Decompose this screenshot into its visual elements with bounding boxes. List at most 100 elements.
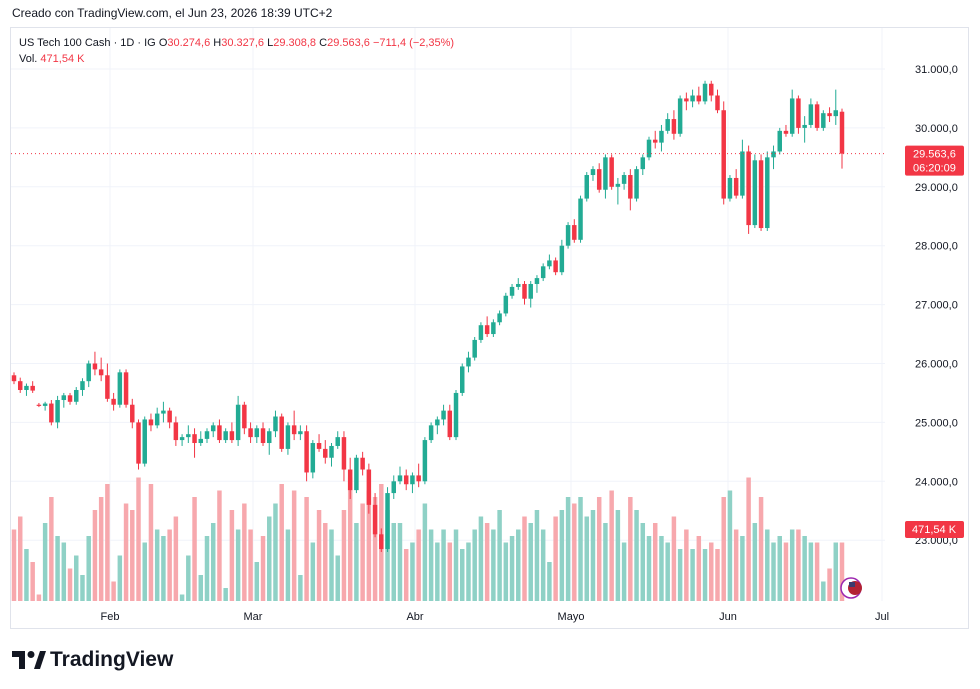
volume-bar [422, 503, 428, 601]
candle-body [403, 475, 409, 485]
candle-body [684, 98, 689, 102]
candle-body [522, 283, 527, 299]
volume-bar [509, 536, 515, 601]
volume-bar [453, 529, 459, 601]
chart-caption: Creado con TradingView.com, el Jun 23, 2… [12, 6, 333, 20]
candle-body [690, 95, 695, 102]
volume-bar [204, 536, 210, 601]
volume-bar [821, 581, 826, 601]
volume-bar [491, 529, 496, 601]
candle-body [86, 363, 91, 382]
candle-body [789, 98, 795, 134]
volume-bar [179, 594, 185, 601]
candle-body [304, 431, 309, 473]
volume-bar [590, 510, 596, 601]
price-tick-label: 29.000,0 [915, 182, 958, 194]
candle-body [335, 437, 340, 446]
volume-bar [11, 529, 17, 601]
volume-bar [142, 542, 147, 601]
candle-body [435, 419, 440, 426]
chart-grid [11, 28, 885, 601]
high-label: H [213, 37, 222, 49]
volume-bar [30, 562, 35, 601]
volume-bar [677, 549, 683, 601]
volume-bar [17, 516, 23, 601]
candle-body [758, 160, 764, 229]
volume-bar [80, 575, 85, 601]
last-price-tag [905, 145, 964, 176]
volume-bar [584, 516, 589, 601]
volume-bar [55, 536, 60, 601]
low-value: 29.308,8 [273, 37, 317, 49]
candle-body [310, 443, 316, 473]
candle-body [254, 428, 260, 438]
candle-body [17, 381, 23, 391]
candle-body [204, 431, 210, 439]
candle-body [478, 325, 484, 340]
candle-body [727, 177, 733, 199]
candle-body [354, 457, 359, 491]
volume-tag [905, 521, 964, 538]
candle-body [808, 104, 814, 125]
candle-body [161, 410, 166, 414]
candle-body [783, 130, 789, 134]
candle-body [248, 428, 253, 438]
volume-bar [298, 575, 303, 601]
candle-body [572, 225, 577, 240]
candle-body [397, 475, 403, 482]
volume-bar [360, 503, 365, 601]
volume-bar [447, 542, 453, 601]
candle-body [49, 403, 54, 423]
volume-bar [540, 529, 546, 601]
candle-body [565, 225, 571, 246]
candle-body [192, 434, 197, 444]
volume-bar [684, 529, 689, 601]
candle-body [777, 130, 782, 152]
volume-bar [397, 523, 403, 601]
candle-body [484, 325, 490, 335]
candle-body [715, 95, 720, 111]
candle-body [821, 113, 826, 128]
candle-body [379, 534, 384, 550]
candle-body [24, 385, 29, 391]
volume-bar [459, 549, 465, 601]
candle-body [814, 104, 820, 128]
volume-bar [621, 542, 627, 601]
volume-bar [777, 536, 782, 601]
volume-bar [223, 588, 228, 601]
candle-body [98, 369, 104, 376]
candle-body [615, 183, 621, 187]
candle-body [596, 169, 602, 190]
tradingview-logo: TradingView [12, 648, 173, 672]
price-tick-label: 25.000,0 [915, 417, 958, 429]
price-tick-label: 26.000,0 [915, 359, 958, 371]
candle-body [105, 375, 110, 399]
candle-body [553, 260, 558, 273]
volume-bar [740, 536, 745, 601]
candle-body [92, 363, 98, 370]
candle-body [652, 139, 658, 143]
volume-bar [310, 542, 316, 601]
candle-body [609, 157, 614, 187]
candle-body [472, 339, 477, 358]
candle-body [416, 475, 421, 482]
candle-body [148, 419, 154, 426]
volume-bar [372, 497, 378, 601]
candle-body [447, 410, 453, 438]
volume-bar [671, 516, 677, 601]
price-tick-label: 30.000,0 [915, 123, 958, 135]
time-tick-label: Mayo [558, 611, 585, 623]
volume-bar [74, 555, 79, 601]
volume-bar [24, 549, 29, 601]
candle-body [746, 151, 751, 226]
volume-bar [304, 497, 309, 601]
candle-body [509, 286, 515, 296]
volume-bar [136, 477, 141, 601]
volume-bar [428, 529, 434, 601]
candle-body [36, 404, 42, 406]
candle-body [833, 110, 839, 117]
candle-body [235, 404, 241, 441]
volume-bar [273, 503, 278, 601]
volume-bar [98, 497, 104, 601]
